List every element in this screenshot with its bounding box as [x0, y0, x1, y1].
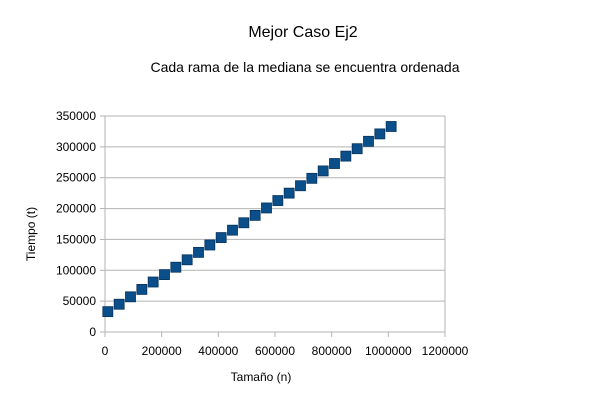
- y-axis-label: Tiempo (t): [24, 207, 38, 261]
- data-point: [363, 135, 374, 147]
- data-point: [340, 150, 352, 162]
- data-point: [181, 254, 193, 266]
- data-point: [147, 276, 159, 288]
- x-axis-label: Tamaño (n): [231, 370, 292, 384]
- x-tick-label: 200000: [142, 344, 182, 358]
- data-point: [227, 224, 238, 236]
- data-point: [113, 298, 125, 310]
- data-point: [215, 232, 227, 243]
- chart-subtitle: Cada rama de la mediana se encuentra ord…: [151, 59, 460, 75]
- data-point: [249, 209, 261, 221]
- data-point: [159, 269, 170, 281]
- y-tick-label: 0: [89, 325, 96, 339]
- axes: [100, 115, 446, 337]
- data-point: [125, 291, 136, 303]
- data-point: [204, 239, 216, 251]
- x-tick-label: 1200000: [422, 344, 469, 358]
- data-points: [102, 121, 397, 318]
- data-point: [317, 165, 329, 177]
- data-point: [283, 187, 295, 199]
- data-point: [306, 172, 318, 184]
- y-tick-label: 300000: [56, 140, 96, 154]
- y-tick-label: 250000: [56, 171, 96, 185]
- y-tick-label: 150000: [56, 232, 96, 246]
- data-point: [272, 195, 284, 206]
- data-point: [170, 261, 182, 273]
- data-point: [374, 128, 386, 140]
- y-tick-label: 100000: [56, 263, 96, 277]
- data-point: [193, 246, 204, 258]
- x-tick-label: 0: [102, 344, 109, 358]
- x-tick-label: 1000000: [365, 344, 412, 358]
- chart-title: Mejor Caso Ej2: [248, 24, 357, 41]
- data-point: [102, 306, 114, 318]
- x-tick-label: 600000: [255, 344, 295, 358]
- data-point: [261, 202, 272, 214]
- data-point: [295, 180, 306, 192]
- x-tick-label: 800000: [312, 344, 352, 358]
- y-tick-label: 350000: [56, 109, 96, 123]
- data-point: [329, 158, 340, 169]
- data-point: [385, 121, 397, 132]
- data-point: [238, 217, 250, 229]
- data-point: [351, 143, 363, 155]
- y-tick-label: 50000: [63, 294, 97, 308]
- y-tick-label: 200000: [56, 202, 96, 216]
- x-tick-label: 400000: [198, 344, 238, 358]
- grid-lines: [105, 115, 445, 333]
- data-point: [136, 284, 148, 295]
- tick-labels: 0 50000 100000 150000 200000 250000 300000 3500…: [56, 109, 469, 358]
